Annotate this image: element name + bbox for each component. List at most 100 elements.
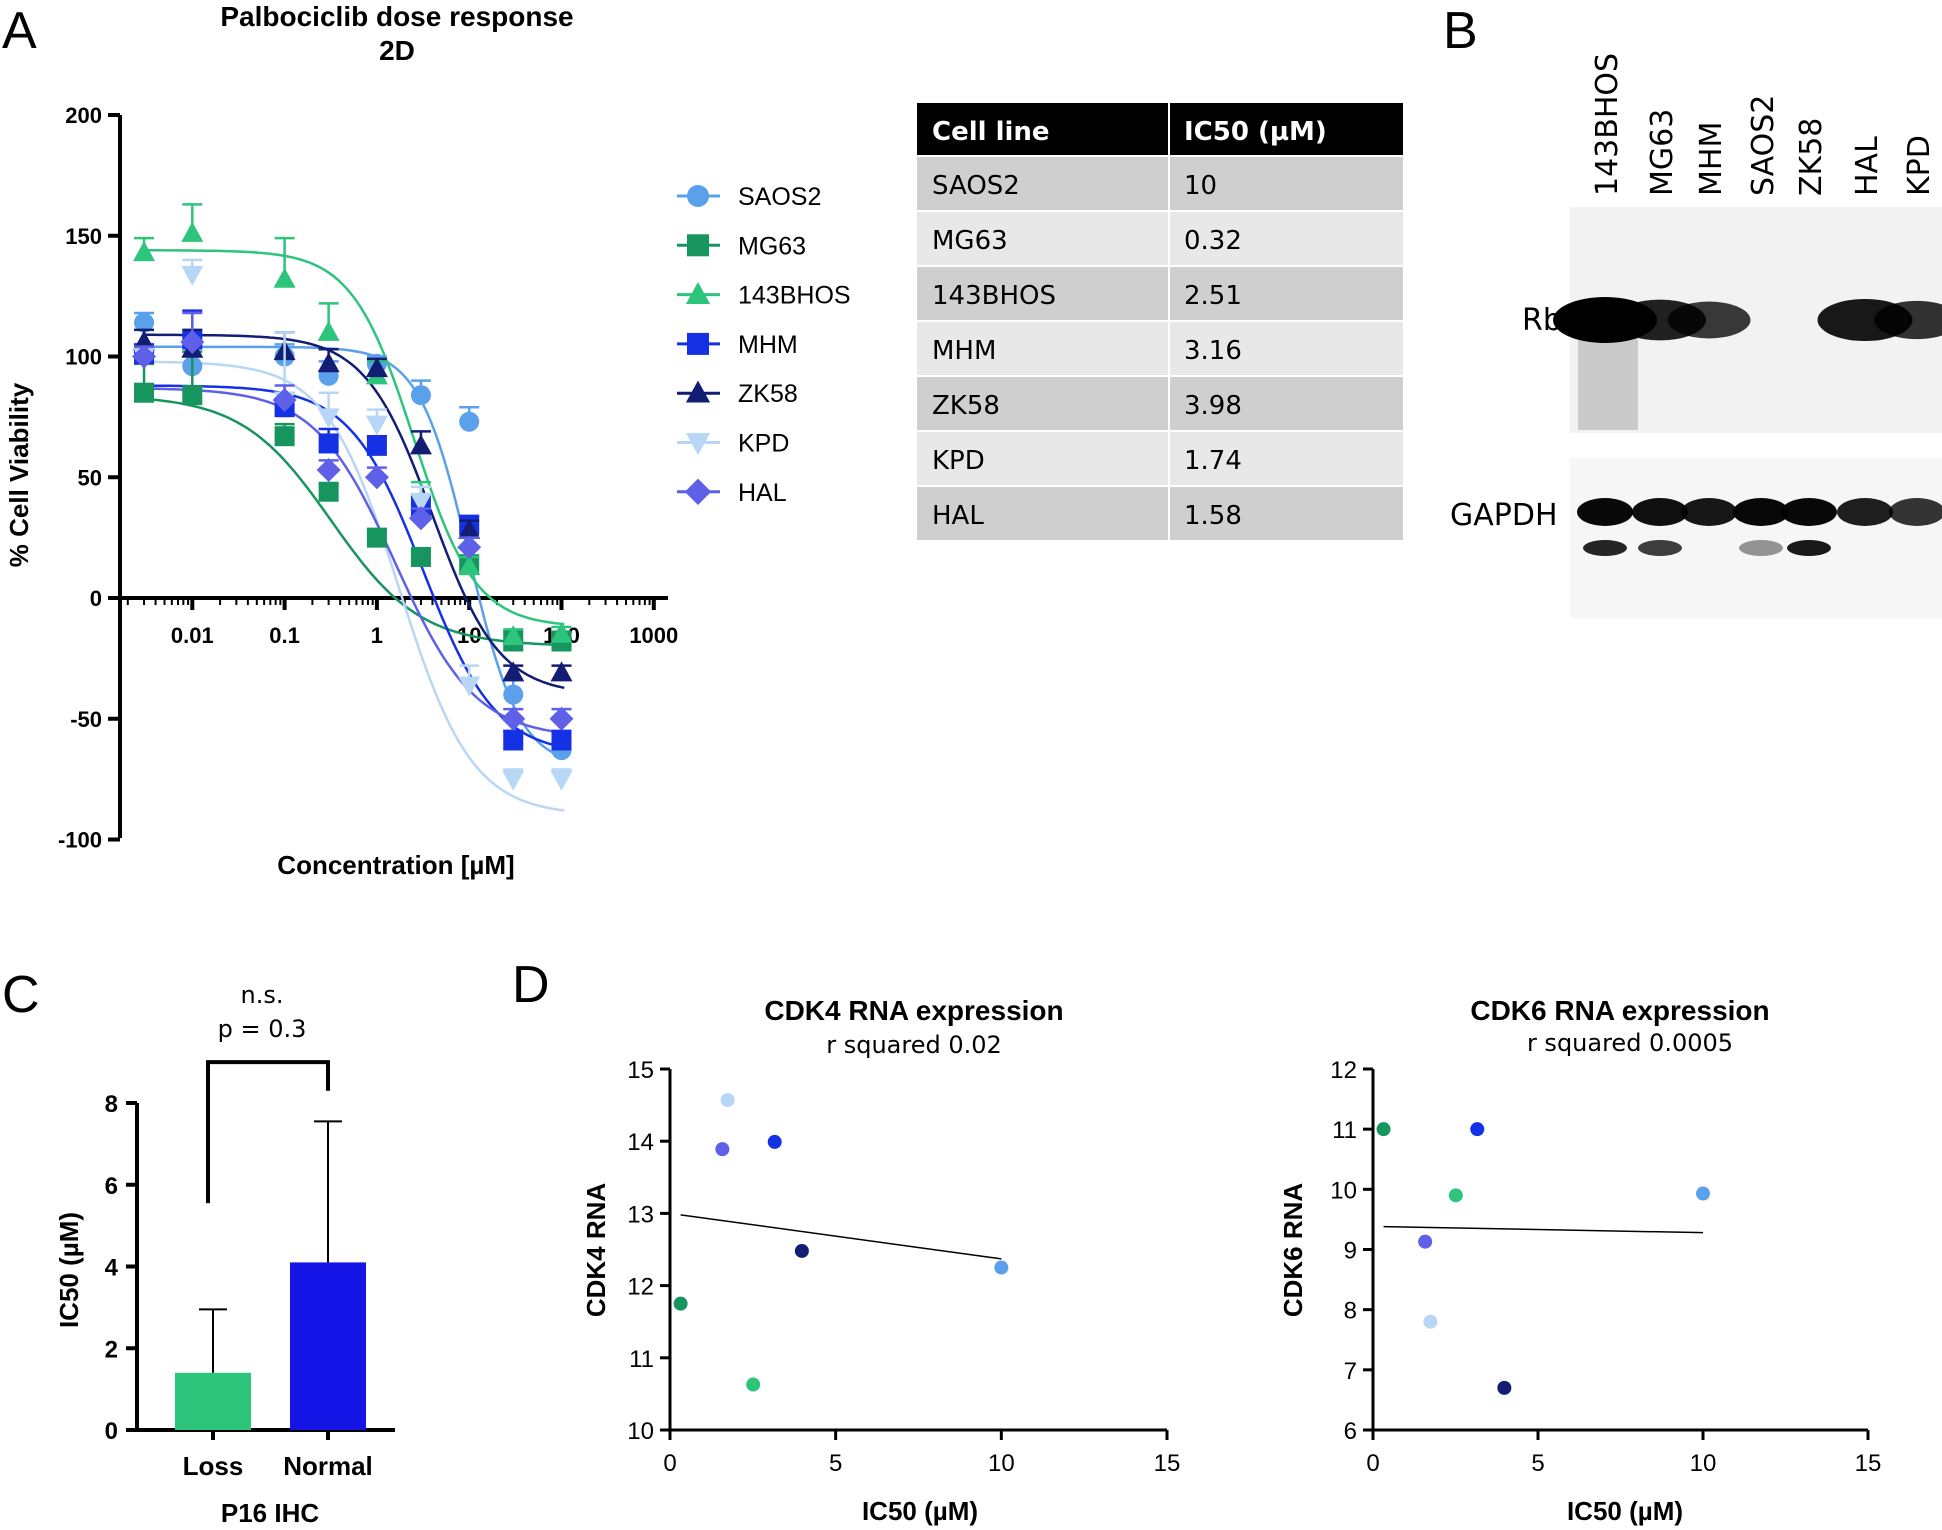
data-point-hal bbox=[457, 535, 482, 560]
legend-label-hal: HAL bbox=[738, 479, 787, 507]
table-rows: SAOS2 10 MG63 0.32 143BHOS 2.51 MHM 3.16 ZK58 3.9… bbox=[917, 157, 1403, 540]
cdk4-point-mhm bbox=[767, 1134, 782, 1149]
p16-y-tick-label: 6 bbox=[105, 1173, 118, 1200]
data-point-saos2 bbox=[410, 385, 431, 406]
dose-chart-legend: SAOS2 MG63 143BHOS MHM ZK58 KPD HAL bbox=[677, 183, 851, 507]
cdk6-chart-xlabel: IC50 (µM) bbox=[1567, 1496, 1683, 1526]
dose-y-tick-label: -100 bbox=[58, 828, 102, 853]
dose-y-tick-label: 150 bbox=[65, 224, 102, 249]
data-point-hal bbox=[272, 387, 297, 412]
data-point-mg63 bbox=[182, 385, 203, 406]
table-cell-ic50-value: 3.16 bbox=[1184, 336, 1242, 366]
p16-y-tick-label: 8 bbox=[105, 1091, 118, 1118]
data-point-mhm bbox=[503, 730, 524, 751]
cdk6-scatter-chart: CDK6 RNA expression r squared 0.0005 CDK… bbox=[1278, 995, 1881, 1526]
lane-label-saos2: SAOS2 bbox=[1746, 95, 1781, 196]
data-point-hal bbox=[364, 465, 389, 490]
cdk4-y-tick-label: 10 bbox=[627, 1418, 654, 1445]
data-point-hal bbox=[316, 458, 341, 483]
legend-label-zk58: ZK58 bbox=[738, 380, 798, 408]
dose-y-tick-label: 50 bbox=[78, 465, 102, 490]
gapdh-band-hal bbox=[1837, 498, 1893, 526]
gapdh-band-mg63 bbox=[1632, 498, 1688, 526]
dose-chart-title: Palbociclib dose response bbox=[220, 1, 573, 32]
dose-y-tick-label: 100 bbox=[65, 345, 102, 370]
cdk6-point-143bhos bbox=[1448, 1188, 1463, 1203]
significance-bracket bbox=[206, 1060, 330, 1204]
dose-y-tick-label: 0 bbox=[90, 586, 102, 611]
p16-chart-body: 0 2 4 6 8 Loss Normal bbox=[105, 1060, 395, 1481]
p16-category-normal: Normal bbox=[283, 1451, 373, 1481]
gapdh-band-zk58 bbox=[1781, 498, 1837, 526]
table-cell-bg bbox=[917, 322, 1168, 375]
table-header-ic50: IC50 (µM) bbox=[1184, 117, 1327, 147]
fit-curve-hal bbox=[144, 387, 565, 735]
legend-marker-hal bbox=[684, 478, 712, 505]
panel-letter-a: A bbox=[2, 2, 37, 60]
p16-bar-normal bbox=[290, 1262, 366, 1430]
data-point-mg63 bbox=[366, 527, 387, 548]
rb-band-kpd bbox=[1874, 300, 1942, 340]
dose-chart-points bbox=[132, 203, 574, 791]
blot-lane-labels: 143BHOS MG63 MHM SAOS2 ZK58 HAL KPD bbox=[1590, 53, 1937, 196]
legend-label-saos2: SAOS2 bbox=[738, 183, 821, 211]
cdk4-x-tick-label: 10 bbox=[988, 1450, 1015, 1477]
cdk6-fit-line bbox=[1383, 1225, 1704, 1234]
data-point-saos2 bbox=[134, 312, 155, 333]
cdk6-y-tick-label: 9 bbox=[1344, 1238, 1357, 1265]
western-blot: 143BHOS MG63 MHM SAOS2 ZK58 HAL KPD Rb GAPDH bbox=[1450, 53, 1942, 618]
panel-letter-b: B bbox=[1443, 2, 1478, 60]
table-cell-bg bbox=[917, 432, 1168, 485]
table-cell-bg bbox=[1170, 487, 1403, 540]
p16-y-tick-label: 2 bbox=[105, 1336, 118, 1363]
lane-label-143bhos: 143BHOS bbox=[1590, 53, 1625, 196]
data-point-kpd bbox=[502, 770, 525, 791]
table-cell-ic50-value: 1.74 bbox=[1184, 446, 1242, 476]
p16-bar-loss bbox=[175, 1372, 251, 1430]
table-cell-bg bbox=[1170, 322, 1403, 375]
cdk4-chart-ylabel: CDK4 RNA bbox=[581, 1183, 611, 1318]
data-point-mg63 bbox=[134, 382, 155, 403]
data-point-zk58 bbox=[502, 661, 525, 682]
cdk4-y-tick-label: 12 bbox=[627, 1274, 654, 1301]
cdk4-x-tick-label: 15 bbox=[1154, 1450, 1181, 1477]
lane-label-hal: HAL bbox=[1850, 136, 1885, 196]
dose-x-tick-label: 1 bbox=[371, 623, 383, 648]
table-cell-ic50-value: 0.32 bbox=[1184, 226, 1242, 256]
lane-label-zk58: ZK58 bbox=[1794, 118, 1829, 196]
table-cell-bg bbox=[917, 377, 1168, 430]
legend-label-mg63: MG63 bbox=[738, 232, 806, 260]
cdk6-y-tick-label: 10 bbox=[1330, 1177, 1357, 1204]
lane-label-mhm: MHM bbox=[1694, 122, 1729, 196]
fit-curve-mg63 bbox=[144, 397, 565, 647]
data-point-hal bbox=[408, 506, 433, 531]
data-point-143bhos bbox=[458, 555, 481, 576]
data-point-mhm bbox=[318, 433, 339, 454]
p16-chart-xlabel: P16 IHC bbox=[221, 1498, 319, 1528]
cdk4-chart-title: CDK4 RNA expression bbox=[764, 995, 1063, 1026]
cdk4-scatter-chart: CDK4 RNA expression r squared 0.02 CDK4 … bbox=[581, 995, 1180, 1526]
legend-marker-kpd bbox=[685, 433, 711, 456]
gapdh-label: GAPDH bbox=[1450, 498, 1558, 533]
data-point-kpd bbox=[409, 492, 432, 513]
legend-label-143bhos: 143BHOS bbox=[738, 282, 851, 310]
table-cell-ic50-value: 1.58 bbox=[1184, 501, 1242, 531]
cdk6-point-saos2 bbox=[1696, 1186, 1710, 1201]
data-point-143bhos bbox=[273, 267, 296, 288]
p16-category-loss: Loss bbox=[183, 1451, 244, 1481]
cdk4-point-zk58 bbox=[794, 1243, 809, 1258]
rb-band-mhm bbox=[1667, 301, 1751, 339]
fit-curve-kpd bbox=[144, 360, 565, 812]
data-point-kpd bbox=[181, 265, 204, 286]
cdk4-y-tick-label: 11 bbox=[629, 1346, 654, 1373]
table-header-bg bbox=[917, 103, 1403, 155]
dose-chart-ylabel: % Cell Viability bbox=[4, 382, 34, 567]
p16-chart-ylabel: IC50 (µM) bbox=[54, 1212, 84, 1328]
fit-curve-zk58 bbox=[144, 333, 565, 690]
cdk4-x-tick-label: 0 bbox=[663, 1450, 676, 1477]
data-point-mg63 bbox=[318, 481, 339, 502]
data-point-zk58 bbox=[365, 357, 388, 378]
table-cell-bg bbox=[917, 212, 1168, 265]
cdk6-point-hal bbox=[1418, 1234, 1433, 1249]
data-point-saos2 bbox=[459, 411, 480, 432]
